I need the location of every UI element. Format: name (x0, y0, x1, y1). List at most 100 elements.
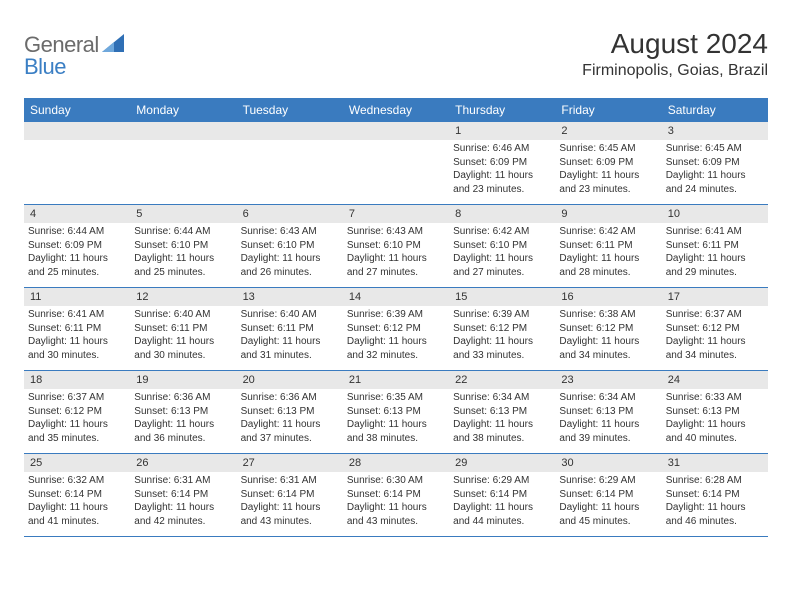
day-number: 10 (668, 208, 680, 220)
day-number: 28 (349, 457, 361, 469)
sunset: Sunset: 6:14 PM (559, 488, 657, 502)
day-number-row: 5 (130, 205, 236, 223)
day-number-row: 9 (555, 205, 661, 223)
daylight: Daylight: 11 hours and 43 minutes. (241, 501, 339, 528)
sunrise: Sunrise: 6:37 AM (666, 308, 764, 322)
day-number: 20 (243, 374, 255, 386)
sunrise: Sunrise: 6:33 AM (666, 391, 764, 405)
day-number: 9 (561, 208, 567, 220)
sunrise: Sunrise: 6:31 AM (241, 474, 339, 488)
day-info: Sunrise: 6:31 AMSunset: 6:14 PMDaylight:… (241, 474, 339, 528)
sunset: Sunset: 6:13 PM (347, 405, 445, 419)
day-cell: 18Sunrise: 6:37 AMSunset: 6:12 PMDayligh… (24, 371, 130, 453)
sunset: Sunset: 6:14 PM (28, 488, 126, 502)
daylight: Daylight: 11 hours and 32 minutes. (347, 335, 445, 362)
day-info: Sunrise: 6:39 AMSunset: 6:12 PMDaylight:… (347, 308, 445, 362)
day-cell: 19Sunrise: 6:36 AMSunset: 6:13 PMDayligh… (130, 371, 236, 453)
day-info: Sunrise: 6:34 AMSunset: 6:13 PMDaylight:… (453, 391, 551, 445)
day-number: 1 (455, 125, 461, 137)
day-number-row: 17 (662, 288, 768, 306)
day-info: Sunrise: 6:36 AMSunset: 6:13 PMDaylight:… (241, 391, 339, 445)
day-cell (343, 122, 449, 204)
day-cell: 26Sunrise: 6:31 AMSunset: 6:14 PMDayligh… (130, 454, 236, 536)
sunrise: Sunrise: 6:41 AM (28, 308, 126, 322)
day-info: Sunrise: 6:30 AMSunset: 6:14 PMDaylight:… (347, 474, 445, 528)
day-number-row: 29 (449, 454, 555, 472)
day-number: 5 (136, 208, 142, 220)
daylight: Daylight: 11 hours and 23 minutes. (453, 169, 551, 196)
day-cell: 5 Sunrise: 6:44 AMSunset: 6:10 PMDaylight… (130, 205, 236, 287)
sunrise: Sunrise: 6:32 AM (28, 474, 126, 488)
sunrise: Sunrise: 6:42 AM (453, 225, 551, 239)
sunset: Sunset: 6:09 PM (453, 156, 551, 170)
sunset: Sunset: 6:12 PM (559, 322, 657, 336)
sunset: Sunset: 6:10 PM (134, 239, 232, 253)
day-info: Sunrise: 6:45 AMSunset: 6:09 PMDaylight:… (666, 142, 764, 196)
daylight: Daylight: 11 hours and 34 minutes. (559, 335, 657, 362)
sunrise: Sunrise: 6:44 AM (134, 225, 232, 239)
day-number: 3 (668, 125, 674, 137)
day-cell: 27 Sunrise: 6:31 AMSunset: 6:14 PMDayligh… (237, 454, 343, 536)
sunrise: Sunrise: 6:31 AM (134, 474, 232, 488)
day-number: 16 (561, 291, 573, 303)
day-info: Sunrise: 6:39 AMSunset: 6:12 PMDaylight:… (453, 308, 551, 362)
day-cell: 22Sunrise: 6:34 AMSunset: 6:13 PMDayligh… (449, 371, 555, 453)
weekday-thu: Thursday (449, 99, 555, 122)
day-info: Sunrise: 6:40 AMSunset: 6:11 PMDaylight:… (134, 308, 232, 362)
daylight: Daylight: 11 hours and 27 minutes. (347, 252, 445, 279)
daylight: Daylight: 11 hours and 40 minutes. (666, 418, 764, 445)
day-number-row: 21 (343, 371, 449, 389)
weekday-mon: Monday (130, 99, 236, 122)
day-number: 15 (455, 291, 467, 303)
day-info: Sunrise: 6:42 AMSunset: 6:10 PMDaylight:… (453, 225, 551, 279)
sunset: Sunset: 6:11 PM (28, 322, 126, 336)
day-number: 8 (455, 208, 461, 220)
daylight: Daylight: 11 hours and 26 minutes. (241, 252, 339, 279)
day-number-row: 27 (237, 454, 343, 472)
month-title: August 2024 (582, 28, 768, 60)
day-number: 12 (136, 291, 148, 303)
day-info: Sunrise: 6:33 AMSunset: 6:13 PMDaylight:… (666, 391, 764, 445)
day-info: Sunrise: 6:40 AMSunset: 6:11 PMDaylight:… (241, 308, 339, 362)
sunset: Sunset: 6:11 PM (666, 239, 764, 253)
day-cell: 14Sunrise: 6:39 AMSunset: 6:12 PMDayligh… (343, 288, 449, 370)
day-number: 24 (668, 374, 680, 386)
day-number: 25 (30, 457, 42, 469)
day-info: Sunrise: 6:41 AMSunset: 6:11 PMDaylight:… (666, 225, 764, 279)
sunset: Sunset: 6:12 PM (453, 322, 551, 336)
daylight: Daylight: 11 hours and 28 minutes. (559, 252, 657, 279)
day-info: Sunrise: 6:43 AMSunset: 6:10 PMDaylight:… (241, 225, 339, 279)
daylight: Daylight: 11 hours and 45 minutes. (559, 501, 657, 528)
sunset: Sunset: 6:09 PM (559, 156, 657, 170)
sunrise: Sunrise: 6:42 AM (559, 225, 657, 239)
day-cell: 29Sunrise: 6:29 AMSunset: 6:14 PMDayligh… (449, 454, 555, 536)
daylight: Daylight: 11 hours and 38 minutes. (347, 418, 445, 445)
day-number: 23 (561, 374, 573, 386)
sunset: Sunset: 6:13 PM (241, 405, 339, 419)
day-cell: 10 Sunrise: 6:41 AMSunset: 6:11 PMDayligh… (662, 205, 768, 287)
day-number-row: 12 (130, 288, 236, 306)
daylight: Daylight: 11 hours and 24 minutes. (666, 169, 764, 196)
sunset: Sunset: 6:12 PM (28, 405, 126, 419)
day-number: 30 (561, 457, 573, 469)
sunrise: Sunrise: 6:29 AM (453, 474, 551, 488)
day-cell (130, 122, 236, 204)
day-number-row (130, 122, 236, 140)
day-info: Sunrise: 6:44 AMSunset: 6:09 PMDaylight:… (28, 225, 126, 279)
day-cell: 28 Sunrise: 6:30 AMSunset: 6:14 PMDayligh… (343, 454, 449, 536)
sunrise: Sunrise: 6:35 AM (347, 391, 445, 405)
daylight: Daylight: 11 hours and 33 minutes. (453, 335, 551, 362)
sunset: Sunset: 6:14 PM (347, 488, 445, 502)
daylight: Daylight: 11 hours and 30 minutes. (134, 335, 232, 362)
day-number-row (24, 122, 130, 140)
day-info: Sunrise: 6:46 AMSunset: 6:09 PMDaylight:… (453, 142, 551, 196)
day-info: Sunrise: 6:32 AMSunset: 6:14 PMDaylight:… (28, 474, 126, 528)
daylight: Daylight: 11 hours and 30 minutes. (28, 335, 126, 362)
sunset: Sunset: 6:11 PM (241, 322, 339, 336)
sunset: Sunset: 6:09 PM (666, 156, 764, 170)
day-cell: 20 Sunrise: 6:36 AMSunset: 6:13 PMDayligh… (237, 371, 343, 453)
day-number-row: 1 (449, 122, 555, 140)
day-info: Sunrise: 6:44 AMSunset: 6:10 PMDaylight:… (134, 225, 232, 279)
day-number-row: 2 (555, 122, 661, 140)
day-number: 19 (136, 374, 148, 386)
